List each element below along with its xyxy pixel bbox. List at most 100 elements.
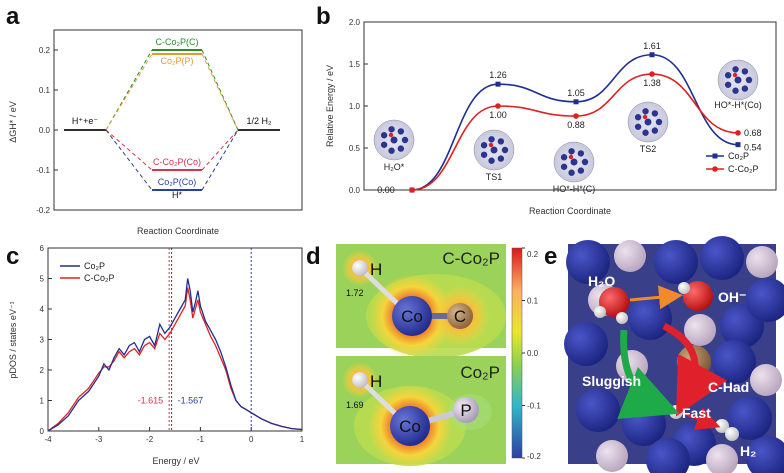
panel-label-a: a	[6, 3, 20, 30]
cobalt-atom	[646, 438, 690, 473]
reference-label: -1.615	[138, 396, 164, 406]
state-label-start: H⁺+e⁻	[72, 116, 99, 126]
x-tick-label: -4	[44, 435, 52, 444]
series-point	[735, 130, 741, 136]
y-axis-label: ΔGH* / eV	[8, 101, 18, 143]
series-label: C-Co₂P(Co)	[153, 157, 201, 167]
structure-inset: TS2	[627, 101, 669, 154]
inset-atom	[497, 138, 505, 145]
series-label: Co₂P(P)	[161, 56, 194, 66]
dissociation-arrow	[629, 285, 683, 310]
inset-atom	[480, 142, 488, 149]
inset-atom	[480, 151, 488, 158]
x-tick-label: 1	[300, 435, 305, 444]
structure-inset: HO*-H*(Co)	[714, 59, 762, 110]
y-tick-label: 0.2	[39, 46, 51, 55]
inset-atom	[390, 136, 398, 144]
panel-label-e: e	[544, 243, 557, 270]
hydroxide	[678, 281, 713, 311]
panel-label-d: d	[306, 243, 321, 270]
colorbar-tick-label: 0.2	[527, 250, 539, 259]
phosphorus-atom	[596, 440, 628, 472]
y-tick-label: 2.0	[349, 18, 361, 27]
cobalt-atom	[712, 340, 756, 384]
inset-atom	[388, 126, 395, 133]
panel-b-chart: 0.0 0.5 1.0 1.5 2.0 Relative Energy / eV Rea…	[325, 18, 777, 216]
inset-atom	[634, 123, 642, 130]
legend: Co₂P C-Co₂P	[706, 151, 759, 174]
inset-atom	[488, 136, 495, 143]
x-axis-label: Energy / eV	[152, 456, 199, 466]
energy-profile: 0.00 1.26 1.05 1.61 1.00 0.88 1.38 0.68 0.54	[377, 41, 761, 195]
state-label: HO*-H*(Co)	[714, 100, 762, 110]
series-point	[409, 187, 415, 193]
inset-atom	[497, 155, 505, 162]
inset-atom	[732, 66, 739, 73]
y-tick-label: 0.5	[349, 144, 361, 153]
panel-c-chart: -4 -3 -2 -1 0 1 0 1 2 3 4 5 6 pDOS / states eV⁻¹ Ene…	[8, 244, 305, 466]
value-label: 1.61	[643, 41, 661, 51]
value-label: 1.38	[643, 78, 661, 88]
structure-insets: H₂O* TS1 HO*-H*(C) TS2 HO*-H*(Co)	[373, 59, 762, 194]
inset-atom	[397, 128, 405, 135]
cobalt-atom	[564, 322, 608, 366]
map-title: Co₂P	[460, 363, 500, 382]
label-sluggish: Sluggish	[582, 373, 641, 389]
pdos-curves: -1.615 -1.567	[47, 248, 303, 432]
x-axis-label: Reaction Coordinate	[137, 226, 219, 236]
state-label: HO*-H*(C)	[553, 184, 596, 194]
inset-atom	[642, 129, 649, 136]
h-atom	[352, 260, 368, 276]
cobalt-atom	[700, 236, 744, 280]
inset-atom	[581, 158, 589, 166]
structure-inset: H₂O*	[373, 119, 415, 172]
value-label: 0.54	[744, 143, 762, 153]
atom-label-h: H	[370, 372, 382, 391]
inset-atom	[401, 136, 409, 144]
sluggish-path-arrow	[617, 329, 680, 419]
series-point	[495, 103, 501, 109]
connector-left	[105, 49, 153, 131]
y-tick-label: 4	[40, 305, 45, 314]
inset-atom	[724, 72, 732, 79]
y-tick-label: 3	[40, 336, 45, 345]
inset-oxygen	[388, 132, 394, 138]
inset-atom	[568, 169, 575, 176]
state-label: TS1	[486, 172, 503, 182]
inset-atom	[397, 145, 405, 152]
label-oh: OH⁻	[718, 289, 746, 305]
inset-atom	[724, 81, 732, 88]
state-label-center: H*	[172, 190, 182, 200]
connector-left	[105, 129, 153, 191]
inset-atom	[634, 114, 642, 121]
map-title: C-Co₂P	[442, 249, 500, 268]
y-axis-ticks: 0.0 0.5 1.0 1.5 2.0	[349, 18, 368, 195]
cobalt-atom	[628, 296, 672, 340]
co-atom	[390, 406, 430, 446]
cobalt-atom	[746, 278, 784, 322]
inset-atom	[560, 163, 568, 170]
inset-oxygen	[488, 142, 494, 148]
inset-atom	[560, 154, 568, 161]
cobalt-atom	[622, 402, 666, 446]
c-atom	[447, 303, 473, 329]
y-tick-label: 1	[40, 397, 45, 406]
charge-map-bottom: Co₂P H Co P 1.69	[336, 356, 506, 468]
colorbar-tick-label: 0.0	[527, 349, 539, 358]
x-axis-label: Reaction Coordinate	[529, 206, 611, 216]
legend-label: Co₂P	[728, 151, 749, 161]
x-tick-label: -1	[197, 435, 205, 444]
series-point	[573, 113, 579, 119]
y-axis-label: pDOS / states eV⁻¹	[8, 301, 18, 378]
label-h2o: H₂O	[588, 273, 615, 289]
h-co-bond	[358, 266, 406, 312]
y-tick-label: 5	[40, 275, 45, 284]
y-tick-label: 0.1	[39, 86, 51, 95]
structure-inset: TS1	[473, 129, 515, 182]
phosphorus-atom	[746, 246, 778, 278]
value-label: 0.00	[377, 185, 395, 195]
inset-atom	[651, 127, 659, 134]
connector-left	[105, 53, 153, 131]
bond-length: 1.69	[346, 400, 364, 410]
panel-d-maps: C-Co₂P H Co C 1.72 Co₂P H Co P 1.69 0.20…	[336, 244, 541, 468]
